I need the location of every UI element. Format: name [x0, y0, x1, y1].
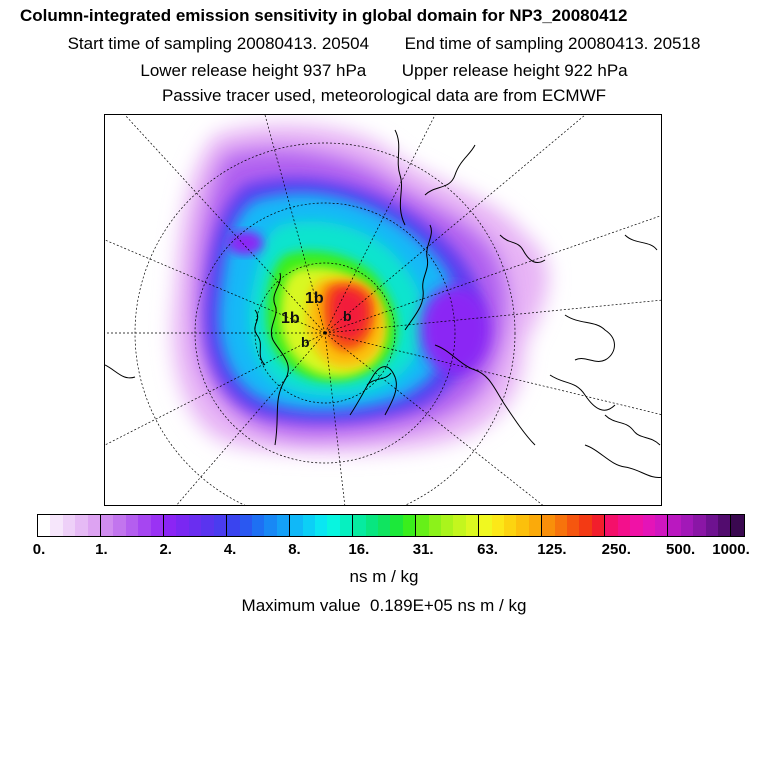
color-scale-swatch [441, 515, 454, 536]
color-scale-swatch [579, 515, 592, 536]
coastlines [105, 129, 661, 479]
tracer-note: Passive tracer used, meteorological data… [161, 86, 607, 105]
color-scale-tick-label: 125. [537, 541, 567, 558]
map-label: b [343, 308, 352, 324]
color-scale-tick-label: 1. [95, 541, 108, 558]
color-scale-tick-label: 0. [32, 541, 46, 558]
color-scale-swatch [302, 515, 315, 536]
color-scale-swatch [353, 515, 366, 536]
start-sampling-value: 20080413. 20504 [236, 34, 370, 53]
color-scale-swatch [150, 515, 165, 536]
color-scale-swatch [62, 515, 76, 536]
color-scale-swatch [251, 515, 265, 536]
map-label: b [301, 334, 310, 350]
color-scale-swatch [402, 515, 417, 536]
color-scale-swatch [239, 515, 252, 536]
graticule [105, 115, 661, 505]
color-scale-swatch [654, 515, 669, 536]
color-scale-tick-label: 4. [223, 541, 237, 558]
color-scale-swatch [542, 515, 555, 536]
color-scale-swatch [453, 515, 466, 536]
color-scale-swatch [668, 515, 681, 536]
sampling-time-line: Start time of sampling 20080413. 20504 E… [0, 34, 768, 54]
color-scale-swatch [264, 515, 277, 536]
color-scale-swatch [101, 515, 114, 536]
color-scale-ticks: 0. 1. 2. 4. 8. 16. 31. 63. 125. 250. 500. 1000. [0, 541, 768, 561]
color-scale-swatch [491, 515, 505, 536]
color-scale-swatch [176, 515, 189, 536]
release-height-line: Lower release height 937 hPa Upper relea… [0, 61, 768, 81]
color-scale-tick-label: 16. [348, 541, 370, 558]
color-scale-tick-label: 31. [412, 541, 434, 558]
color-scale-swatch [416, 515, 429, 536]
color-scale-tick-label: 250. [601, 541, 631, 558]
color-scale-swatch [504, 515, 517, 536]
color-scale-swatch [680, 515, 694, 536]
color-scale-swatch [554, 515, 568, 536]
color-scale-tick-label: 500. [666, 541, 696, 558]
color-scale-tick-label: 2. [159, 541, 172, 558]
color-scale-tick-label: 1000. [712, 541, 750, 558]
color-scale-tick-label: 8. [288, 541, 301, 558]
color-scale-swatch [479, 515, 492, 536]
plot-title: Column-integrated emission sensitivity i… [20, 6, 628, 25]
color-scale-swatch [377, 515, 391, 536]
color-scale-units: ns m / kg [349, 567, 419, 586]
color-scale-swatch [50, 515, 63, 536]
color-scale-swatch [339, 515, 354, 536]
color-scale-swatch [717, 515, 732, 536]
color-scale-swatch [327, 515, 340, 536]
color-scale-swatch [125, 515, 139, 536]
color-scale-swatch [365, 515, 378, 536]
maximum-value-line: Maximum value 0.189E+05 ns m / kg [0, 596, 768, 616]
color-scale-swatch [276, 515, 291, 536]
map-label: 1b [281, 310, 300, 327]
color-scale-swatch [617, 515, 631, 536]
color-scale-swatch [113, 515, 126, 536]
end-sampling-value: 20080413. 20518 [568, 34, 701, 53]
color-scale-swatch [642, 515, 655, 536]
sensitivity-map: 1b 1b b b [105, 115, 661, 505]
lower-release-label: Lower release height [140, 61, 299, 80]
color-scale-swatch [528, 515, 543, 536]
color-scale-swatch [390, 515, 403, 536]
map-annotations: 1b 1b b b [281, 290, 352, 350]
color-scale-swatch [428, 515, 441, 536]
color-scale-swatch [567, 515, 580, 536]
maximum-value-label: Maximum value [241, 596, 361, 615]
color-scale-swatch [138, 515, 151, 536]
color-scale-swatch [705, 515, 718, 536]
color-scale-swatch [605, 515, 618, 536]
color-scale-swatch [516, 515, 529, 536]
sensitivity-plume [172, 124, 549, 453]
maximum-value-units: ns m / kg [457, 596, 527, 615]
polar-map-panel: 1b 1b b b [104, 114, 662, 506]
upper-release-label: Upper release height [401, 61, 560, 80]
color-scale-swatch [87, 515, 102, 536]
color-scale-swatch [591, 515, 606, 536]
color-scale-swatch [314, 515, 328, 536]
end-sampling-label: End time of sampling [404, 34, 564, 53]
color-scale-swatch [731, 515, 744, 536]
upper-release-value: 922 hPa [564, 61, 628, 80]
color-scale-swatch [164, 515, 177, 536]
lower-release-value: 937 hPa [302, 61, 367, 80]
color-scale-swatch [213, 515, 228, 536]
maximum-value: 0.189E+05 [370, 596, 453, 615]
color-scale-tick-label: 63. [477, 541, 498, 558]
color-scale-swatch [75, 515, 88, 536]
color-scale-bar [37, 514, 745, 537]
color-scale-swatch [290, 515, 303, 536]
color-scale-swatch [227, 515, 240, 536]
color-scale-swatch [201, 515, 214, 536]
color-scale-swatch [188, 515, 202, 536]
color-scale-swatch [38, 515, 51, 536]
start-sampling-label: Start time of sampling [67, 34, 232, 53]
color-scale-swatch [630, 515, 643, 536]
map-label: 1b [305, 290, 324, 307]
color-scale-swatch [693, 515, 706, 536]
color-scale-swatch [465, 515, 480, 536]
